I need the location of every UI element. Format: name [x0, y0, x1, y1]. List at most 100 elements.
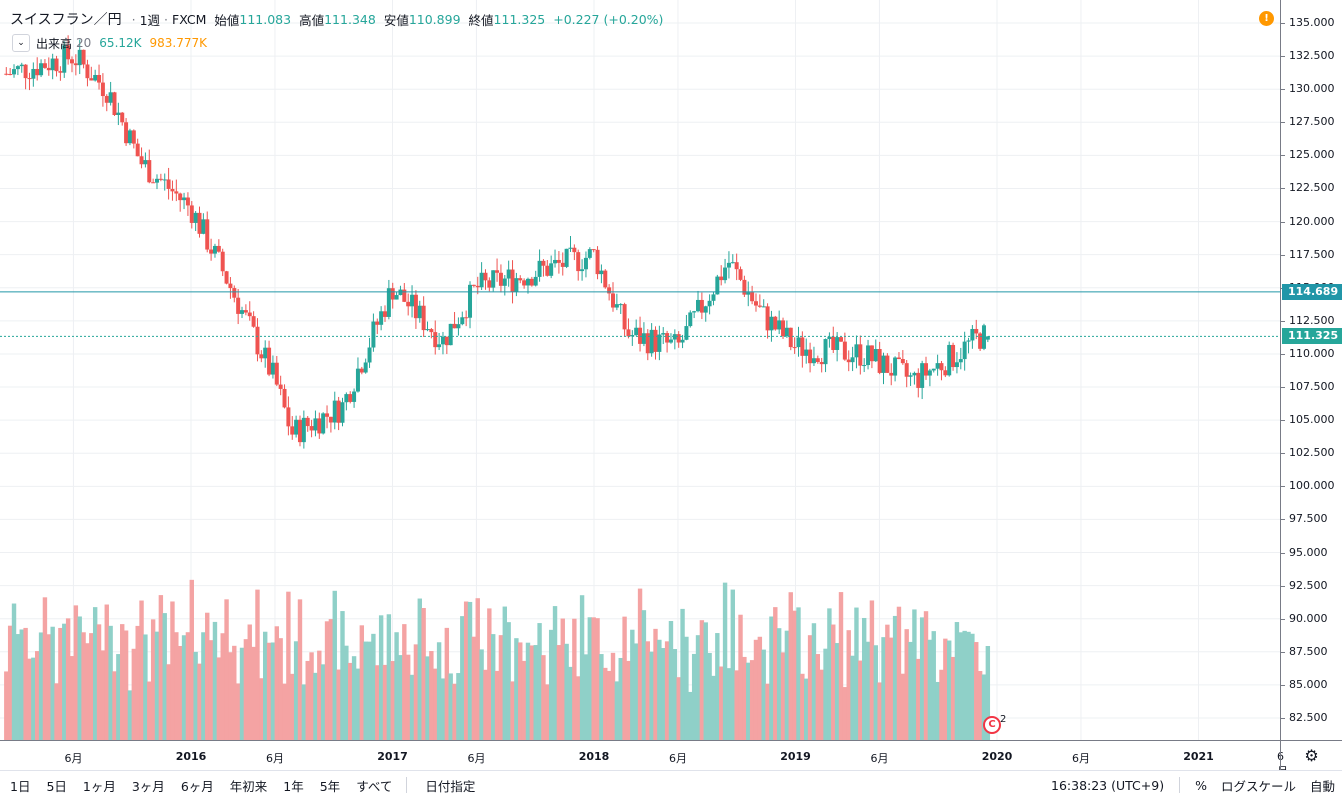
range-ytd[interactable]: 年初来	[229, 778, 268, 794]
candle-body	[819, 362, 824, 365]
volume-bar	[255, 589, 260, 740]
volume-bar	[274, 626, 279, 740]
candle-body	[297, 419, 302, 443]
volume-bar	[120, 624, 125, 740]
volume-bar	[421, 608, 426, 740]
volume-bar	[463, 601, 469, 740]
candle-body	[201, 219, 206, 234]
exclamation-icon[interactable]: !	[1259, 11, 1274, 26]
candle-body	[355, 368, 360, 392]
candle-body	[39, 63, 44, 76]
time-tick-label: 6月	[1071, 752, 1090, 765]
candle-body	[804, 349, 809, 356]
chevron-down-icon[interactable]: ⌄	[12, 34, 30, 52]
price-axis[interactable]: 135.000 132.500 130.000 127.500 125.000 122.5…	[1280, 0, 1342, 740]
candle-body	[943, 370, 948, 376]
time-tick-label: 2019	[780, 750, 811, 763]
volume-bar	[89, 633, 94, 740]
volume-bar	[185, 632, 191, 740]
volume-bar	[494, 670, 500, 740]
candle-body	[893, 357, 898, 376]
candle-body	[951, 344, 956, 368]
candle-body	[251, 316, 256, 327]
candle-body	[738, 269, 743, 280]
range-1m[interactable]: 1ヶ月	[82, 778, 116, 794]
candle-body	[920, 363, 925, 388]
log-scale-toggle[interactable]: ログスケール	[1220, 778, 1296, 794]
range-1y[interactable]: 1年	[283, 778, 304, 794]
volume-bar	[502, 606, 507, 740]
volume-bar	[908, 641, 913, 740]
candle-body	[359, 368, 364, 373]
candle-body	[139, 156, 144, 165]
price-tick-mark	[1281, 353, 1285, 355]
candle-body	[375, 321, 380, 325]
volume-bar	[811, 623, 817, 740]
high-value: 111.348	[324, 11, 376, 27]
range-1d[interactable]: 1日	[10, 778, 31, 794]
candle-body	[661, 333, 666, 335]
volume-bar	[282, 683, 287, 740]
volume-bar	[293, 641, 299, 740]
candle-body	[69, 59, 74, 64]
volume-bar	[556, 645, 562, 740]
volume-bar	[881, 637, 886, 740]
candle-body	[734, 262, 739, 270]
volume-bar	[42, 597, 48, 740]
volume-bar	[452, 683, 457, 740]
volume-bar	[444, 627, 450, 740]
volume-bar	[904, 629, 909, 740]
range-3m[interactable]: 3ヶ月	[131, 778, 165, 794]
volume-bar	[193, 651, 198, 740]
candle-body	[630, 335, 635, 337]
candle-body	[699, 299, 704, 313]
range-all[interactable]: すべて	[356, 778, 393, 794]
volume-bar	[336, 669, 341, 740]
clock[interactable]: 16:38:23 (UTC+9)	[1051, 777, 1165, 793]
volume-bar	[773, 607, 778, 740]
candle-body	[850, 357, 855, 363]
volume-bar	[239, 647, 245, 740]
range-5d[interactable]: 5日	[46, 778, 67, 794]
price-chart[interactable]	[0, 0, 1280, 740]
range-6m[interactable]: 6ヶ月	[180, 778, 214, 794]
time-axis[interactable]: 6月20166月20176月20186月20196月20206月20216月	[0, 740, 1288, 778]
high-label: 高値	[299, 12, 325, 28]
volume-bar	[587, 617, 593, 740]
auto-scale-toggle[interactable]: 自動	[1309, 778, 1335, 794]
candle-body	[464, 317, 469, 319]
volume-bar	[606, 670, 612, 740]
candle-body	[796, 337, 801, 348]
candle-body	[278, 384, 283, 389]
volume-bar	[375, 665, 380, 740]
volume-bar	[680, 608, 685, 740]
events-icon[interactable]: C	[983, 716, 1001, 734]
volume-bar	[641, 610, 647, 740]
volume-bar	[746, 662, 751, 740]
candle-body	[587, 249, 592, 258]
chart-pane[interactable]: スイスフラン／円 · 1週 · FXCM 始値 111.083 高値 111.348…	[0, 0, 1280, 740]
gear-icon[interactable]: ⚙	[1280, 740, 1342, 770]
volume-bar	[757, 636, 763, 740]
candle-body	[325, 413, 330, 417]
volume-bar	[977, 671, 983, 740]
candle-body	[321, 413, 326, 434]
volume-bar	[850, 655, 855, 740]
volume-bar	[769, 616, 774, 740]
candle-body	[263, 347, 268, 359]
divider	[1179, 777, 1181, 793]
candle-body	[572, 247, 577, 253]
interval-label[interactable]: 1週	[139, 12, 161, 28]
volume-bar	[328, 619, 334, 740]
volume-bar	[166, 664, 171, 740]
symbol-name[interactable]: スイスフラン／円	[10, 12, 122, 28]
volume-indicator-name[interactable]: 出来高	[36, 36, 73, 51]
percent-toggle[interactable]: %	[1195, 777, 1207, 793]
candle-body	[406, 301, 411, 307]
candle-body	[46, 67, 51, 71]
date-range-button[interactable]: 日付指定	[425, 778, 476, 794]
range-5y[interactable]: 5年	[319, 778, 341, 794]
candle-body	[475, 285, 480, 288]
candle-body	[970, 328, 975, 341]
time-tick-label: 6月	[870, 752, 889, 765]
